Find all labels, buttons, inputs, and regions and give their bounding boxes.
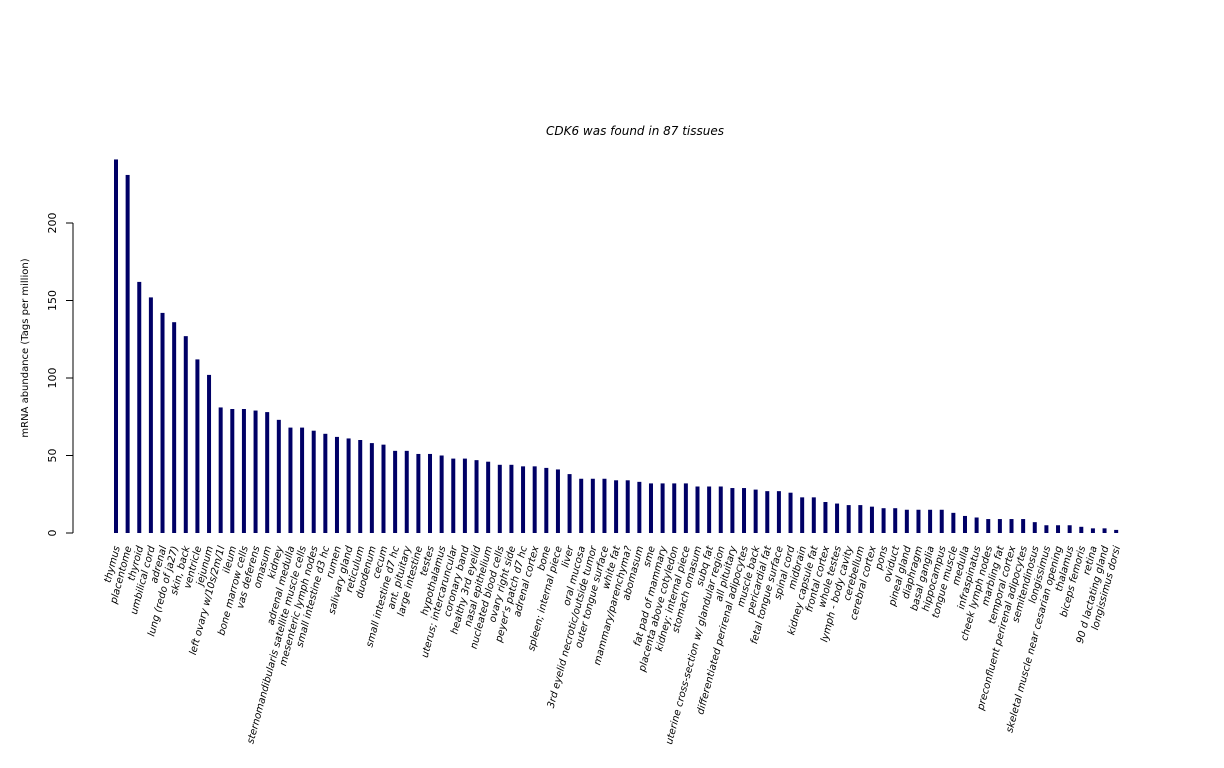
bar — [776, 491, 781, 533]
bar — [1044, 525, 1049, 533]
bar — [125, 174, 130, 533]
bar — [1079, 526, 1084, 533]
bar — [1056, 525, 1061, 533]
bar — [300, 427, 305, 533]
y-axis: 0 50 100 150 200 — [46, 213, 74, 537]
bar — [974, 517, 979, 533]
bar — [521, 466, 526, 533]
bar — [311, 430, 316, 533]
bar — [334, 436, 339, 533]
bar — [393, 450, 398, 533]
chart-title: CDK6 was found in 87 tissues — [546, 124, 724, 138]
bar — [462, 458, 467, 533]
bar — [1032, 522, 1037, 533]
bar — [486, 461, 491, 533]
bar — [230, 409, 235, 533]
bar — [753, 489, 758, 533]
bar — [381, 444, 386, 533]
bar — [497, 464, 502, 533]
bar — [404, 450, 409, 533]
bar — [893, 508, 898, 533]
bar — [765, 491, 770, 533]
bar — [265, 412, 270, 533]
bar — [439, 455, 444, 533]
bar — [904, 509, 909, 533]
bar — [660, 483, 665, 533]
bar — [346, 438, 351, 533]
y-tick-label: 150 — [46, 290, 59, 311]
y-axis-label: mRNA abundance (Tags per million) — [20, 258, 31, 437]
bar — [1102, 528, 1107, 533]
bar — [742, 488, 747, 533]
x-tick-label: sme — [642, 545, 658, 568]
y-tick-label: 50 — [46, 449, 59, 463]
bar — [788, 492, 793, 533]
bar — [683, 483, 688, 533]
bar — [1090, 528, 1095, 533]
bar — [416, 453, 421, 533]
bar — [276, 419, 281, 533]
bar — [183, 336, 188, 533]
bar — [509, 464, 514, 533]
bar — [858, 505, 863, 533]
bar — [451, 458, 456, 533]
bar — [846, 505, 851, 533]
bars-group — [114, 159, 1119, 533]
bar — [567, 474, 572, 533]
bar — [137, 281, 142, 533]
bar — [555, 469, 560, 533]
bar — [869, 506, 874, 533]
bar — [997, 519, 1002, 533]
bar — [1067, 525, 1072, 533]
bar — [602, 478, 607, 533]
bar — [1114, 529, 1119, 533]
bar — [544, 467, 549, 533]
y-tick-label: 200 — [46, 213, 59, 234]
bar — [1021, 519, 1026, 533]
bar — [718, 486, 723, 533]
y-tick-label: 100 — [46, 368, 59, 389]
bar — [207, 374, 212, 533]
bar — [428, 453, 433, 533]
bar — [730, 488, 735, 533]
bar — [939, 509, 944, 533]
bar — [800, 497, 805, 533]
bar — [358, 440, 363, 533]
bar — [172, 322, 177, 533]
bar — [579, 478, 584, 533]
bar — [986, 519, 991, 533]
bar — [625, 480, 630, 533]
bar — [148, 297, 153, 533]
bar — [951, 512, 956, 533]
bar — [614, 480, 619, 533]
bar — [637, 481, 642, 533]
bar — [474, 460, 479, 533]
bar — [160, 312, 165, 533]
y-tick-label: 0 — [46, 530, 59, 537]
bar — [881, 508, 886, 533]
bar — [369, 443, 374, 533]
bar — [811, 497, 816, 533]
bar — [707, 486, 712, 533]
bar — [928, 509, 933, 533]
bar — [218, 407, 223, 533]
bar — [323, 433, 328, 533]
bar — [835, 503, 840, 533]
bar — [916, 509, 921, 533]
bar — [114, 159, 118, 533]
bar — [823, 502, 828, 533]
bar — [590, 478, 595, 533]
bar — [1009, 519, 1014, 533]
bar — [695, 486, 700, 533]
bar — [962, 515, 967, 533]
bar — [195, 359, 200, 533]
bar — [253, 410, 258, 533]
bar — [241, 409, 246, 533]
bar — [672, 483, 677, 533]
bar — [288, 427, 293, 533]
bar — [532, 466, 537, 533]
bar — [648, 483, 653, 533]
